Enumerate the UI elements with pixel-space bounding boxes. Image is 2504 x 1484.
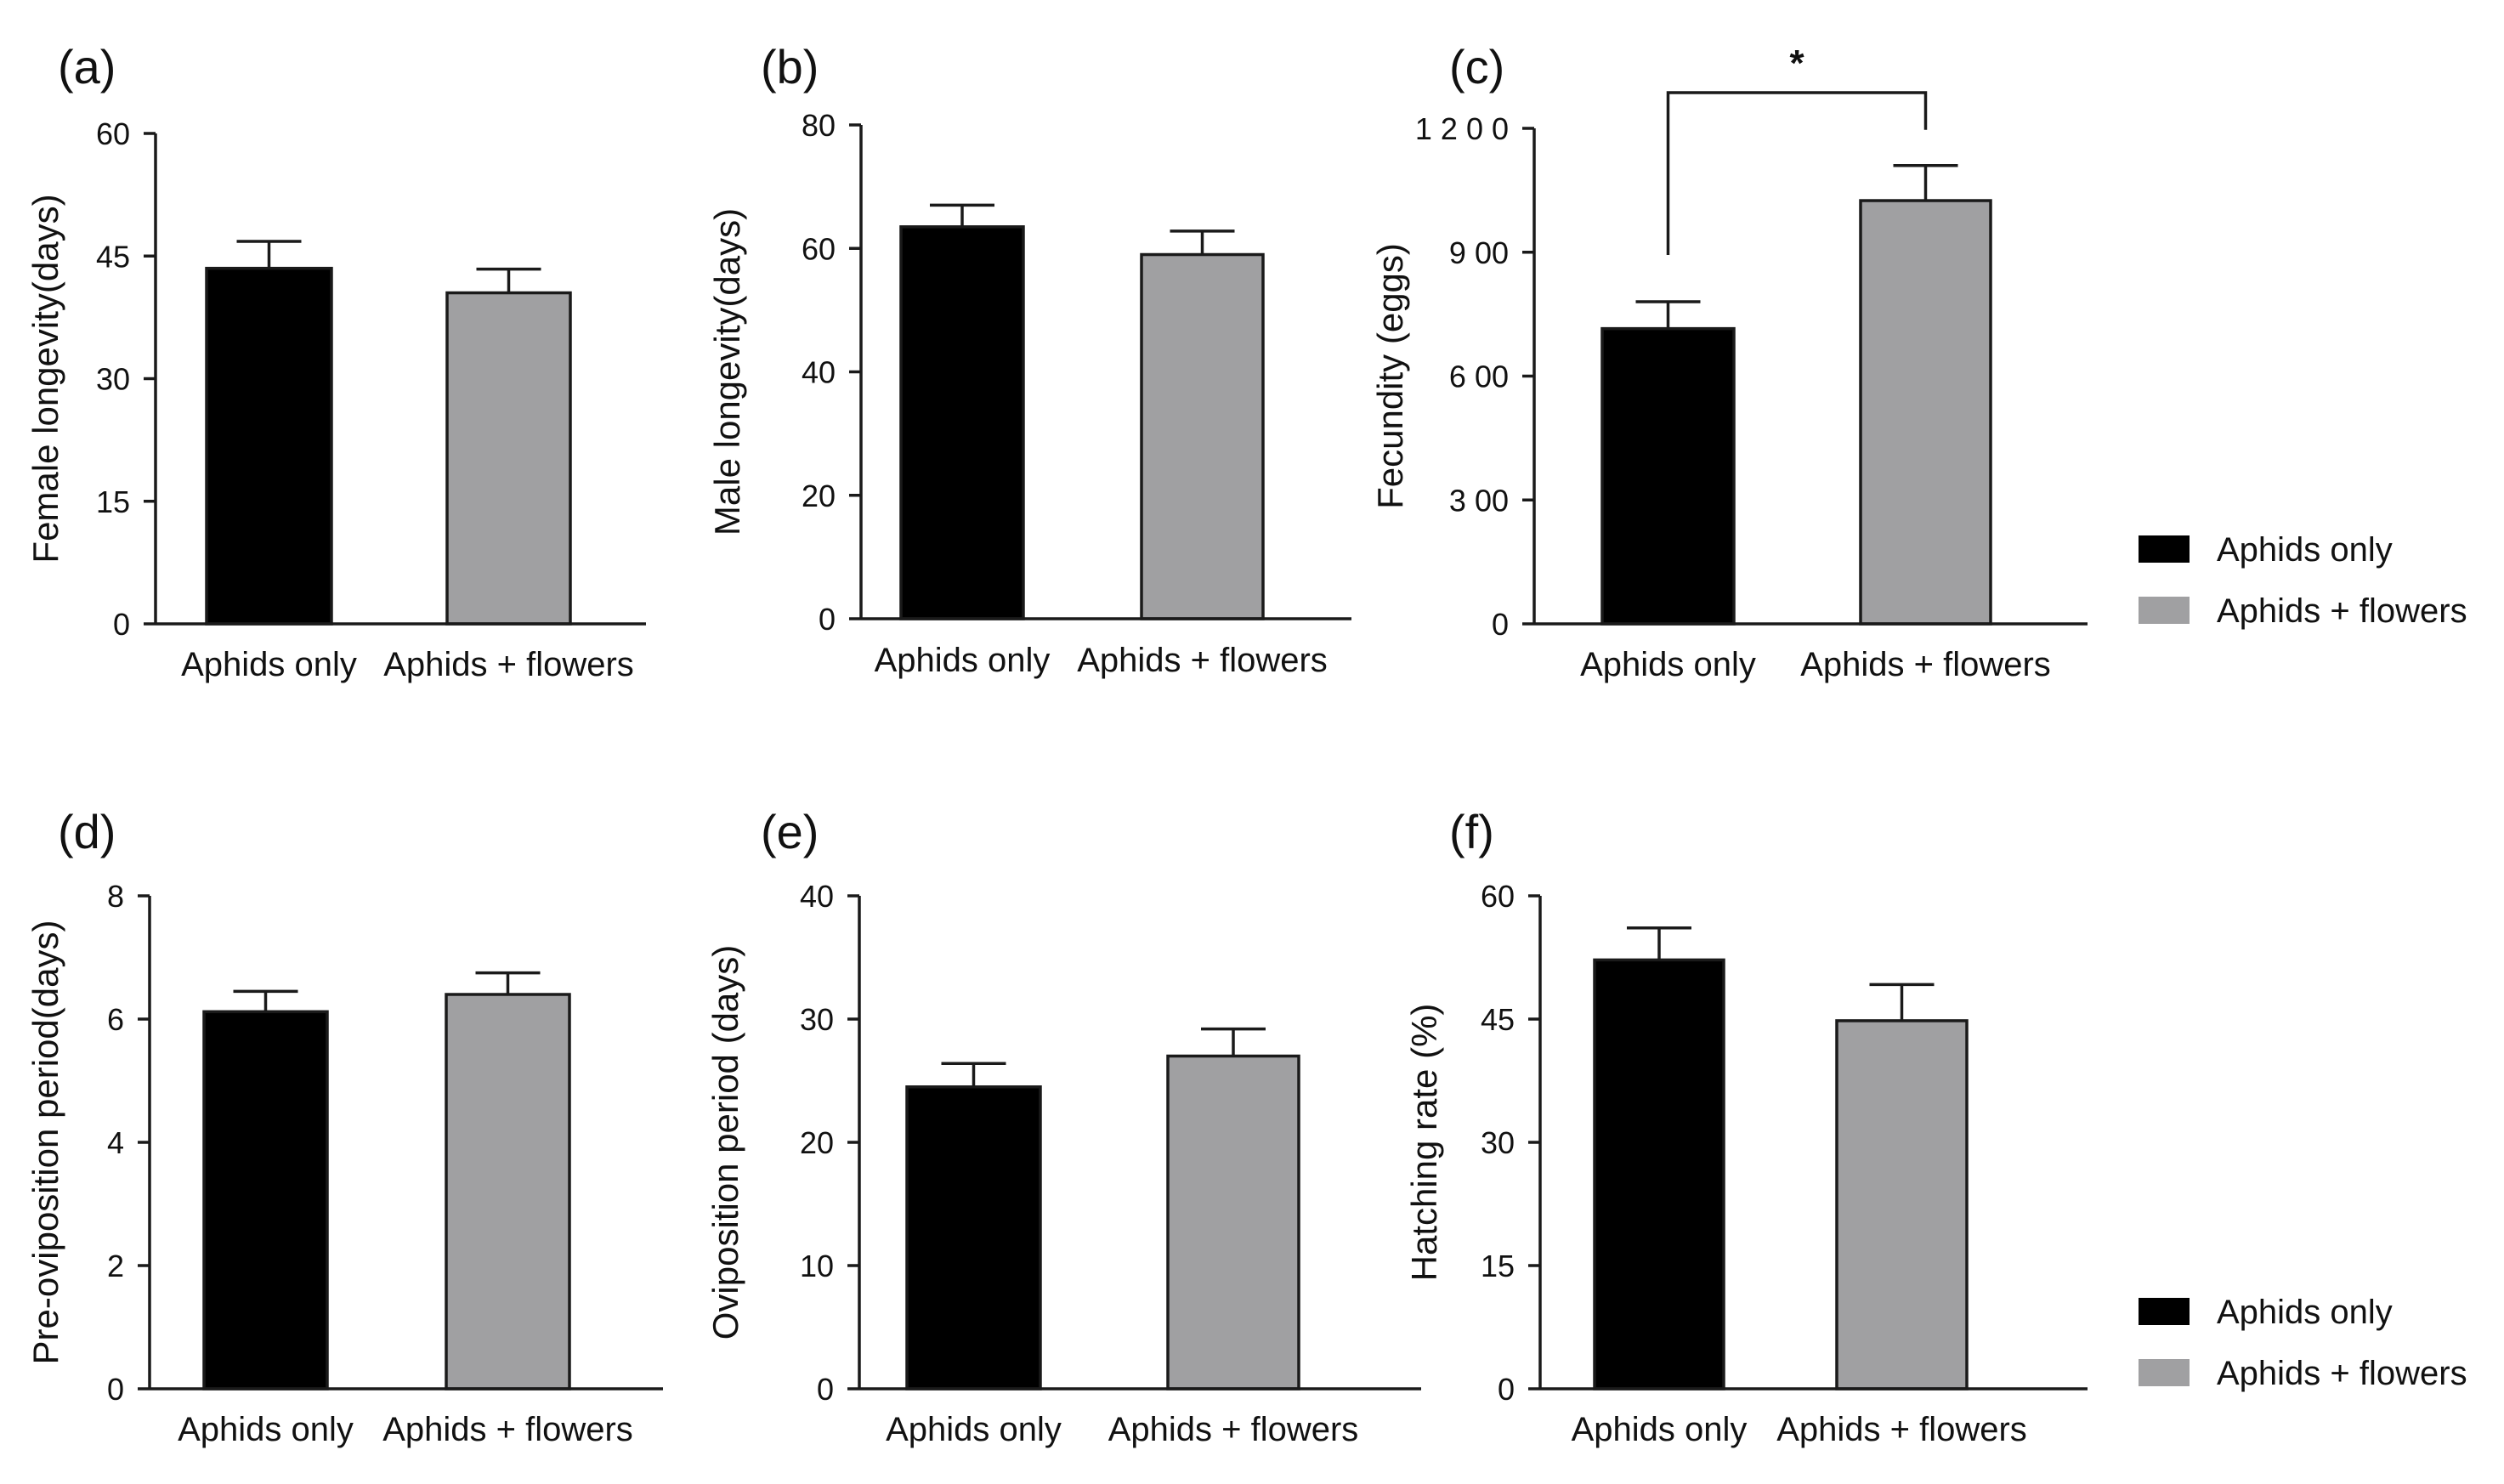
- bar-aphids-only: [205, 266, 333, 626]
- chart-panel-c: (c) Aphids only Aphids + flowers 0 3 00 6 00 9…: [1370, 40, 2088, 683]
- category-label: Aphids + flowers: [1776, 1411, 2027, 1448]
- y-tick-label: 0: [107, 1372, 124, 1407]
- error-bar: [1635, 300, 1701, 329]
- y-tick-label: 3 00: [1449, 483, 1509, 518]
- error-bar: [1869, 983, 1935, 1021]
- legend-label: Aphids only: [2217, 531, 2393, 569]
- y-tick-label: 0: [1498, 1372, 1515, 1407]
- y-tick-label: 30: [1481, 1125, 1515, 1160]
- error-bar: [475, 971, 541, 994]
- y-tick-label: 40: [802, 355, 836, 390]
- category-label: Aphids + flowers: [1108, 1411, 1359, 1448]
- panel-label: (d): [58, 805, 116, 858]
- y-tick-label: 45: [96, 239, 130, 274]
- y-tick-label: 60: [96, 116, 130, 151]
- chart-panel-d: (d) Aphids only Aphids + flowers 0 2 4 6 8 Pre-o…: [25, 805, 663, 1448]
- category-label: Aphids only: [1572, 1411, 1748, 1448]
- y-tick-label: 0: [113, 607, 130, 642]
- y-tick-label: 15: [96, 484, 130, 519]
- error-bar: [1170, 229, 1235, 255]
- y-tick-label: 1 2 0 0: [1415, 111, 1509, 146]
- panel-label: (e): [761, 805, 819, 858]
- category-label: Aphids + flowers: [383, 646, 634, 683]
- y-axis-title: Pre-oviposition period(days): [25, 920, 65, 1365]
- bar-aphids-flowers: [445, 291, 572, 626]
- significance-marker: *: [1789, 42, 1804, 84]
- panel-label: (b): [761, 40, 819, 93]
- y-tick-label: 80: [802, 108, 836, 143]
- legend-swatch: [2139, 597, 2190, 624]
- category-label: Aphids + flowers: [382, 1411, 633, 1448]
- legend-label: Aphids + flowers: [2217, 592, 2467, 630]
- legend-label: Aphids + flowers: [2217, 1355, 2467, 1392]
- bar-aphids-flowers: [445, 993, 571, 1391]
- error-bar: [476, 267, 541, 293]
- error-bar: [1627, 926, 1691, 960]
- y-tick-label: 30: [800, 1002, 834, 1037]
- y-tick-label: 6 00: [1449, 360, 1509, 394]
- y-tick-label: 60: [1481, 879, 1515, 914]
- panel-label: (f): [1449, 805, 1494, 858]
- y-tick-label: 2: [107, 1249, 124, 1283]
- chart-panel-f: (f) Aphids only Aphids + flowers 0 15 30 45 60 H…: [1404, 805, 2088, 1448]
- y-tick-label: 10: [800, 1249, 834, 1283]
- category-label: Aphids only: [1580, 646, 1756, 683]
- y-tick-label: 30: [96, 362, 130, 397]
- bar-aphids-only: [202, 1010, 329, 1391]
- y-tick-label: 0: [1492, 607, 1509, 642]
- significance-bracket: [1666, 91, 1928, 256]
- legend-swatch: [2139, 1298, 2190, 1325]
- chart-panel-e: (e) Aphids only Aphids + flowers 0 10 20 30 40 O…: [705, 805, 1421, 1448]
- y-axis-title: Oviposition period (days): [705, 945, 745, 1340]
- category-label: Aphids only: [178, 1411, 354, 1448]
- error-bar: [236, 240, 302, 269]
- bar-aphids-flowers: [1835, 1019, 1969, 1391]
- legend-swatch: [2139, 535, 2190, 563]
- bar-aphids-only: [905, 1085, 1042, 1391]
- y-tick-label: 15: [1481, 1249, 1515, 1283]
- y-tick-label: 0: [819, 602, 836, 637]
- bar-aphids-flowers: [1859, 199, 1992, 626]
- y-tick-label: 60: [802, 231, 836, 266]
- error-bar: [233, 989, 298, 1012]
- y-tick-label: 8: [107, 879, 124, 914]
- panel-label: (a): [58, 40, 116, 93]
- category-label: Aphids only: [875, 642, 1051, 679]
- error-bar: [930, 203, 994, 227]
- y-tick-label: 20: [802, 479, 836, 513]
- y-axis-title: Male longevity(days): [707, 208, 747, 535]
- bar-aphids-flowers: [1166, 1054, 1300, 1391]
- chart-panel-b: (b) Aphids only Aphids + flowers 0 20 40 60 80 M…: [707, 40, 1351, 679]
- y-tick-label: 45: [1481, 1002, 1515, 1037]
- legend: Aphids only Aphids + flowers: [2139, 531, 2467, 630]
- category-label: Aphids + flowers: [1800, 646, 2051, 683]
- y-tick-label: 0: [817, 1372, 834, 1407]
- y-tick-label: 9 00: [1449, 235, 1509, 270]
- category-label: Aphids only: [181, 646, 357, 683]
- chart-panel-a: (a) Aphids only Aphids + flowers 0 15 30 45 60 F…: [25, 40, 646, 683]
- error-bar: [1201, 1027, 1266, 1056]
- category-label: Aphids only: [886, 1411, 1062, 1448]
- y-tick-label: 6: [107, 1002, 124, 1037]
- bar-aphids-only: [1593, 958, 1725, 1391]
- y-axis-title: Hatching rate (%): [1404, 1004, 1444, 1282]
- bar-aphids-flowers: [1140, 252, 1265, 620]
- y-tick-label: 20: [800, 1125, 834, 1160]
- legend-label: Aphids only: [2217, 1294, 2393, 1331]
- y-tick-label: 4: [107, 1125, 124, 1160]
- y-axis-title: Fecundity (eggs): [1370, 243, 1410, 509]
- bar-aphids-only: [1600, 326, 1736, 626]
- legend-swatch: [2139, 1359, 2190, 1386]
- category-label: Aphids + flowers: [1077, 642, 1328, 679]
- error-bar: [1893, 163, 1958, 201]
- y-tick-label: 40: [800, 879, 834, 914]
- bar-aphids-only: [899, 225, 1025, 620]
- error-bar: [941, 1062, 1006, 1087]
- y-axis-title: Female longevity(days): [25, 194, 65, 563]
- panel-label: (c): [1449, 40, 1504, 93]
- legend: Aphids only Aphids + flowers: [2139, 1294, 2467, 1392]
